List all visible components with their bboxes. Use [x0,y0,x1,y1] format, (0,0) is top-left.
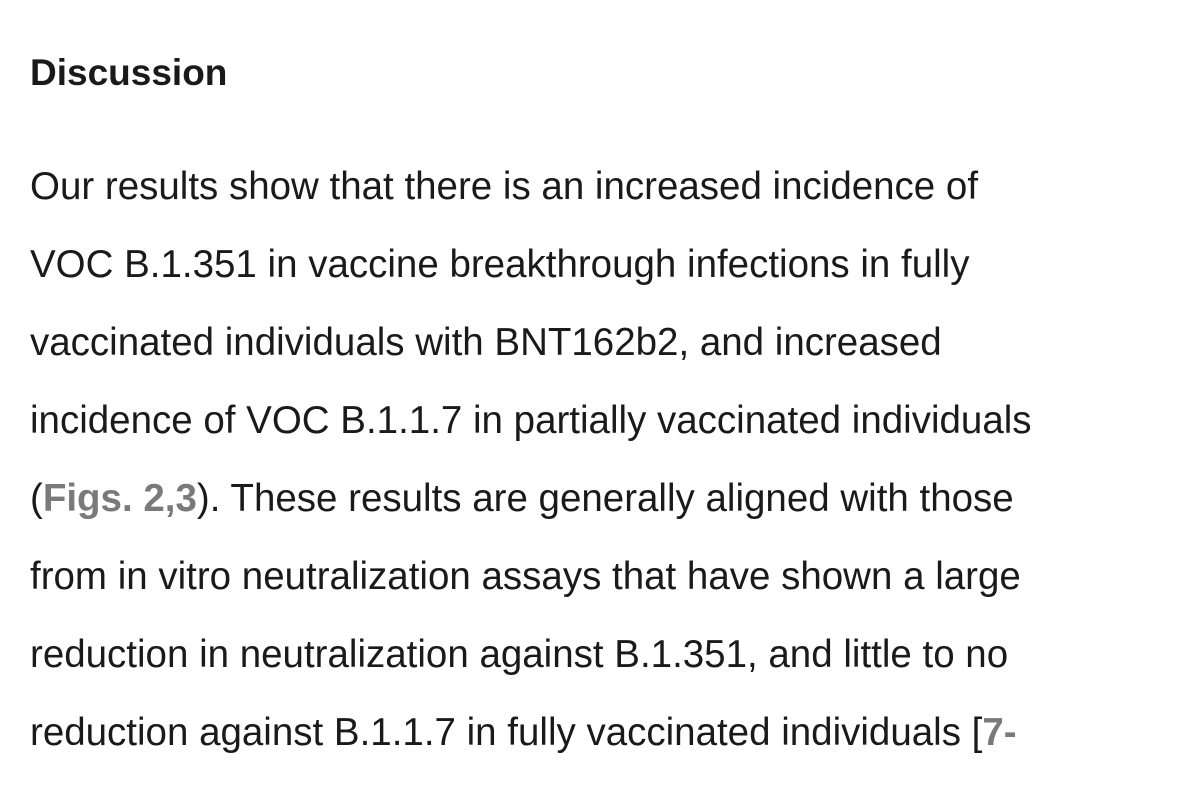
open-paren: ( [30,477,43,520]
reference-dash: - [1003,711,1017,754]
paragraph-line: (Figs. 2,3). These results are generally… [30,476,1014,522]
paragraph-line: Our results show that there is an increa… [30,165,979,208]
figure-2-link[interactable]: Figs. 2 [42,477,165,520]
paragraph-line: from in vitro neutralization assays that… [30,555,1021,598]
figure-comma: , [164,477,176,520]
section-heading: Discussion [30,52,228,93]
paragraph-line: reduction in neutralization against B.1.… [30,633,1009,676]
paragraph-text: ). These results are generally aligned w… [196,477,1014,520]
paragraph-line: incidence of VOC B.1.1.7 in partially va… [30,399,1032,442]
figure-3-link[interactable]: 3 [175,477,197,520]
reference-7-link[interactable]: 7 [982,711,1004,754]
paragraph-line: vaccinated individuals with BNT162b2, an… [30,321,942,364]
paragraph-text: reduction against B.1.1.7 in fully vacci… [30,711,983,754]
paragraph-line: reduction against B.1.1.7 in fully vacci… [30,710,1017,756]
paragraph-line: VOC B.1.351 in vaccine breakthrough infe… [30,243,970,286]
